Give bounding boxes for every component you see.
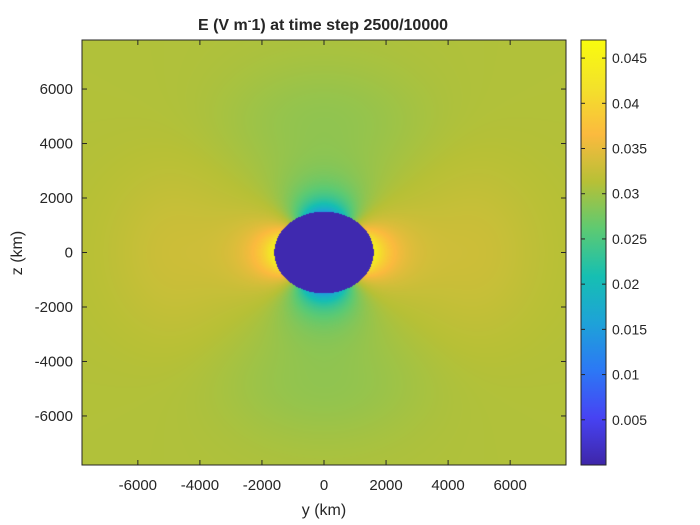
plot-area: -6000 -4000 -2000 0 2000 4000 6000 6000 4000 200… [35,39,567,494]
colorbar-frame [580,39,607,466]
y-tick-label: 4000 [40,136,73,153]
colorbar-tick-label: 0.035 [612,141,647,157]
x-tick-label: -4000 [181,477,219,494]
chart-title: E (V m-1) at time step 2500/10000 [198,15,448,34]
colorbar-tick-label: 0.005 [612,412,647,428]
colorbar-ticks: 0.045 0.04 0.035 0.03 0.025 0.02 0.015 0.01 0.00… [581,50,647,428]
x-tick-label: 6000 [493,477,526,494]
colorbar-tick-label: 0.015 [612,321,647,337]
x-tick-label: 2000 [369,477,402,494]
y-tick-label: -2000 [35,299,73,316]
x-axis-ticks: -6000 -4000 -2000 0 2000 4000 6000 [119,40,527,494]
title-prefix: E (V m [198,17,248,34]
colorbar: 0.045 0.04 0.035 0.03 0.025 0.02 0.015 0.01 0.00… [580,39,647,466]
y-tick-label: 2000 [40,190,73,207]
colorbar-tick-label: 0.045 [612,50,647,66]
y-axis-label: z (km) [9,231,26,275]
x-tick-label: 0 [320,477,328,494]
y-tick-label: -6000 [35,408,73,425]
colorbar-tick-label: 0.01 [612,367,639,383]
colorbar-tick-label: 0.025 [612,231,647,247]
heatmap-image [82,40,566,465]
x-tick-label: -2000 [243,477,281,494]
y-tick-label: 6000 [40,81,73,98]
colorbar-gradient [581,40,606,465]
colorbar-tick-label: 0.04 [612,95,639,111]
y-axis-ticks: 6000 4000 2000 0 -2000 -4000 -6000 [35,81,566,425]
title-suffix: 1) at time step 2500/10000 [251,17,448,34]
y-tick-label: 0 [65,245,73,262]
x-tick-label: -6000 [119,477,157,494]
title-superscript: - [248,15,252,27]
y-tick-label: -4000 [35,353,73,370]
colorbar-tick-label: 0.03 [612,186,639,202]
colorbar-tick-label: 0.02 [612,276,639,292]
x-axis-label: y (km) [302,502,346,519]
x-tick-label: 4000 [431,477,464,494]
